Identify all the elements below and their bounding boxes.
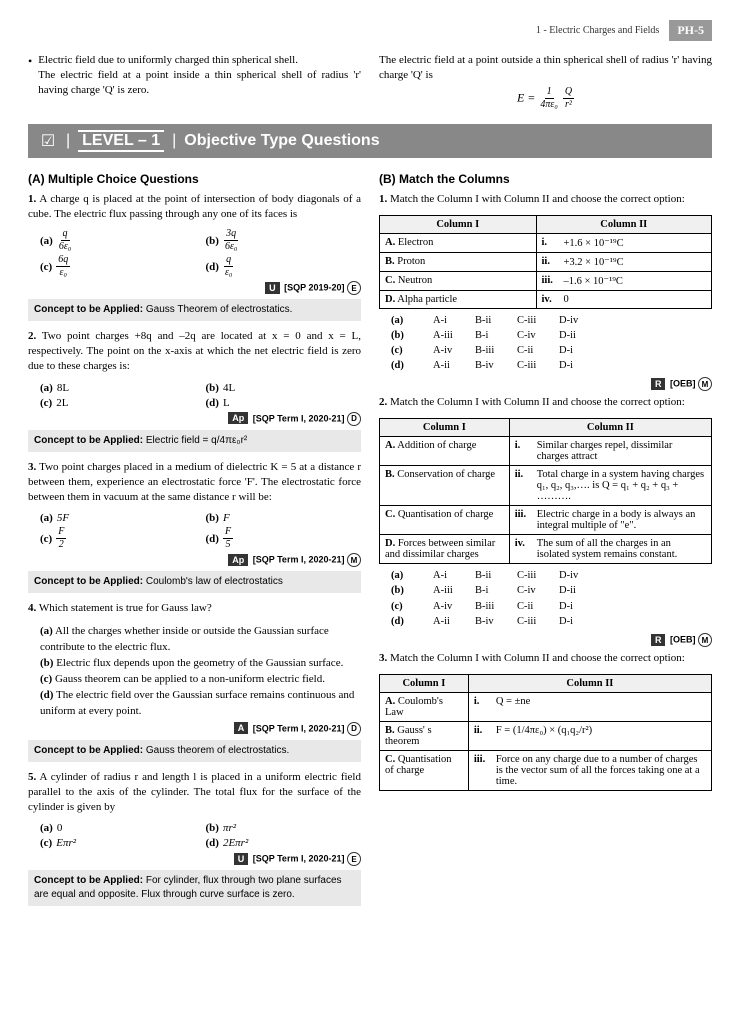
q4-tags: A [SQP Term I, 2020-21] D: [28, 722, 361, 736]
q2-concept: Concept to be Applied: Electric field = …: [28, 430, 361, 452]
match-q2: 2. Match the Column I with Column II and…: [379, 395, 712, 410]
formula: E = 14πε₀ Qr²: [379, 87, 712, 110]
bq1-tags: R [OEB] M: [379, 377, 712, 391]
q1-tags: U [SQP 2019-20] E: [28, 281, 361, 295]
check-icon: ☑: [38, 131, 58, 151]
match1-options: (a)A-iB-iiC-iiiD-iv(b)A-iiiB-iC-ivD-ii(c…: [391, 313, 712, 374]
page-header: 1 - Electric Charges and Fields PH-5: [28, 20, 712, 41]
match2-options: (a)A-iB-iiC-iiiD-iv(b)A-iiiB-iC-ivD-ii(c…: [391, 568, 712, 629]
q5-tags: U [SQP Term I, 2020-21] E: [28, 852, 361, 866]
page-number: PH-5: [669, 20, 712, 41]
level-title: Objective Type Questions: [184, 132, 379, 150]
intro-left-2: The electric field at a point inside a t…: [38, 68, 361, 98]
match-table-3: Column IColumn II A. Coulomb's Lawi.Q = …: [379, 674, 712, 791]
section-b-head: (B) Match the Columns: [379, 172, 712, 186]
bullet-icon: •: [28, 53, 32, 98]
question-2: 2. Two point charges +8q and –2q are loc…: [28, 329, 361, 374]
level-label: LEVEL – 1: [78, 130, 164, 152]
question-3: 3. Two point charges placed in a medium …: [28, 460, 361, 505]
q5-concept: Concept to be Applied: For cylinder, flu…: [28, 870, 361, 906]
chapter-label: 1 - Electric Charges and Fields: [536, 25, 659, 36]
q1-concept: Concept to be Applied: Gauss Theorem of …: [28, 299, 361, 321]
question-5: 5. A cylinder of radius r and length l i…: [28, 770, 361, 815]
question-4: 4. Which statement is true for Gauss law…: [28, 601, 361, 616]
section-a-head: (A) Multiple Choice Questions: [28, 172, 361, 186]
intro-left-1: Electric field due to uniformly charged …: [38, 53, 361, 68]
intro-section: • Electric field due to uniformly charge…: [28, 53, 712, 110]
question-1: 1. A charge q is placed at the point of …: [28, 192, 361, 222]
intro-right: The electric field at a point outside a …: [379, 53, 712, 83]
level-banner: ☑ | LEVEL – 1 | Objective Type Questions: [28, 124, 712, 158]
match-table-2: Column IColumn II A. Addition of chargei…: [379, 418, 712, 564]
match-q1: 1. Match the Column I with Column II and…: [379, 192, 712, 207]
match-table-1: Column IColumn II A. Electroni.+1.6 × 10…: [379, 215, 712, 309]
match-q3: 3. Match the Column I with Column II and…: [379, 651, 712, 666]
q4-concept: Concept to be Applied: Gauss theorem of …: [28, 740, 361, 762]
bq2-tags: R [OEB] M: [379, 633, 712, 647]
q3-tags: Ap [SQP Term I, 2020-21] M: [28, 553, 361, 567]
q2-tags: Ap [SQP Term I, 2020-21] D: [28, 412, 361, 426]
q3-concept: Concept to be Applied: Coulomb's law of …: [28, 571, 361, 593]
